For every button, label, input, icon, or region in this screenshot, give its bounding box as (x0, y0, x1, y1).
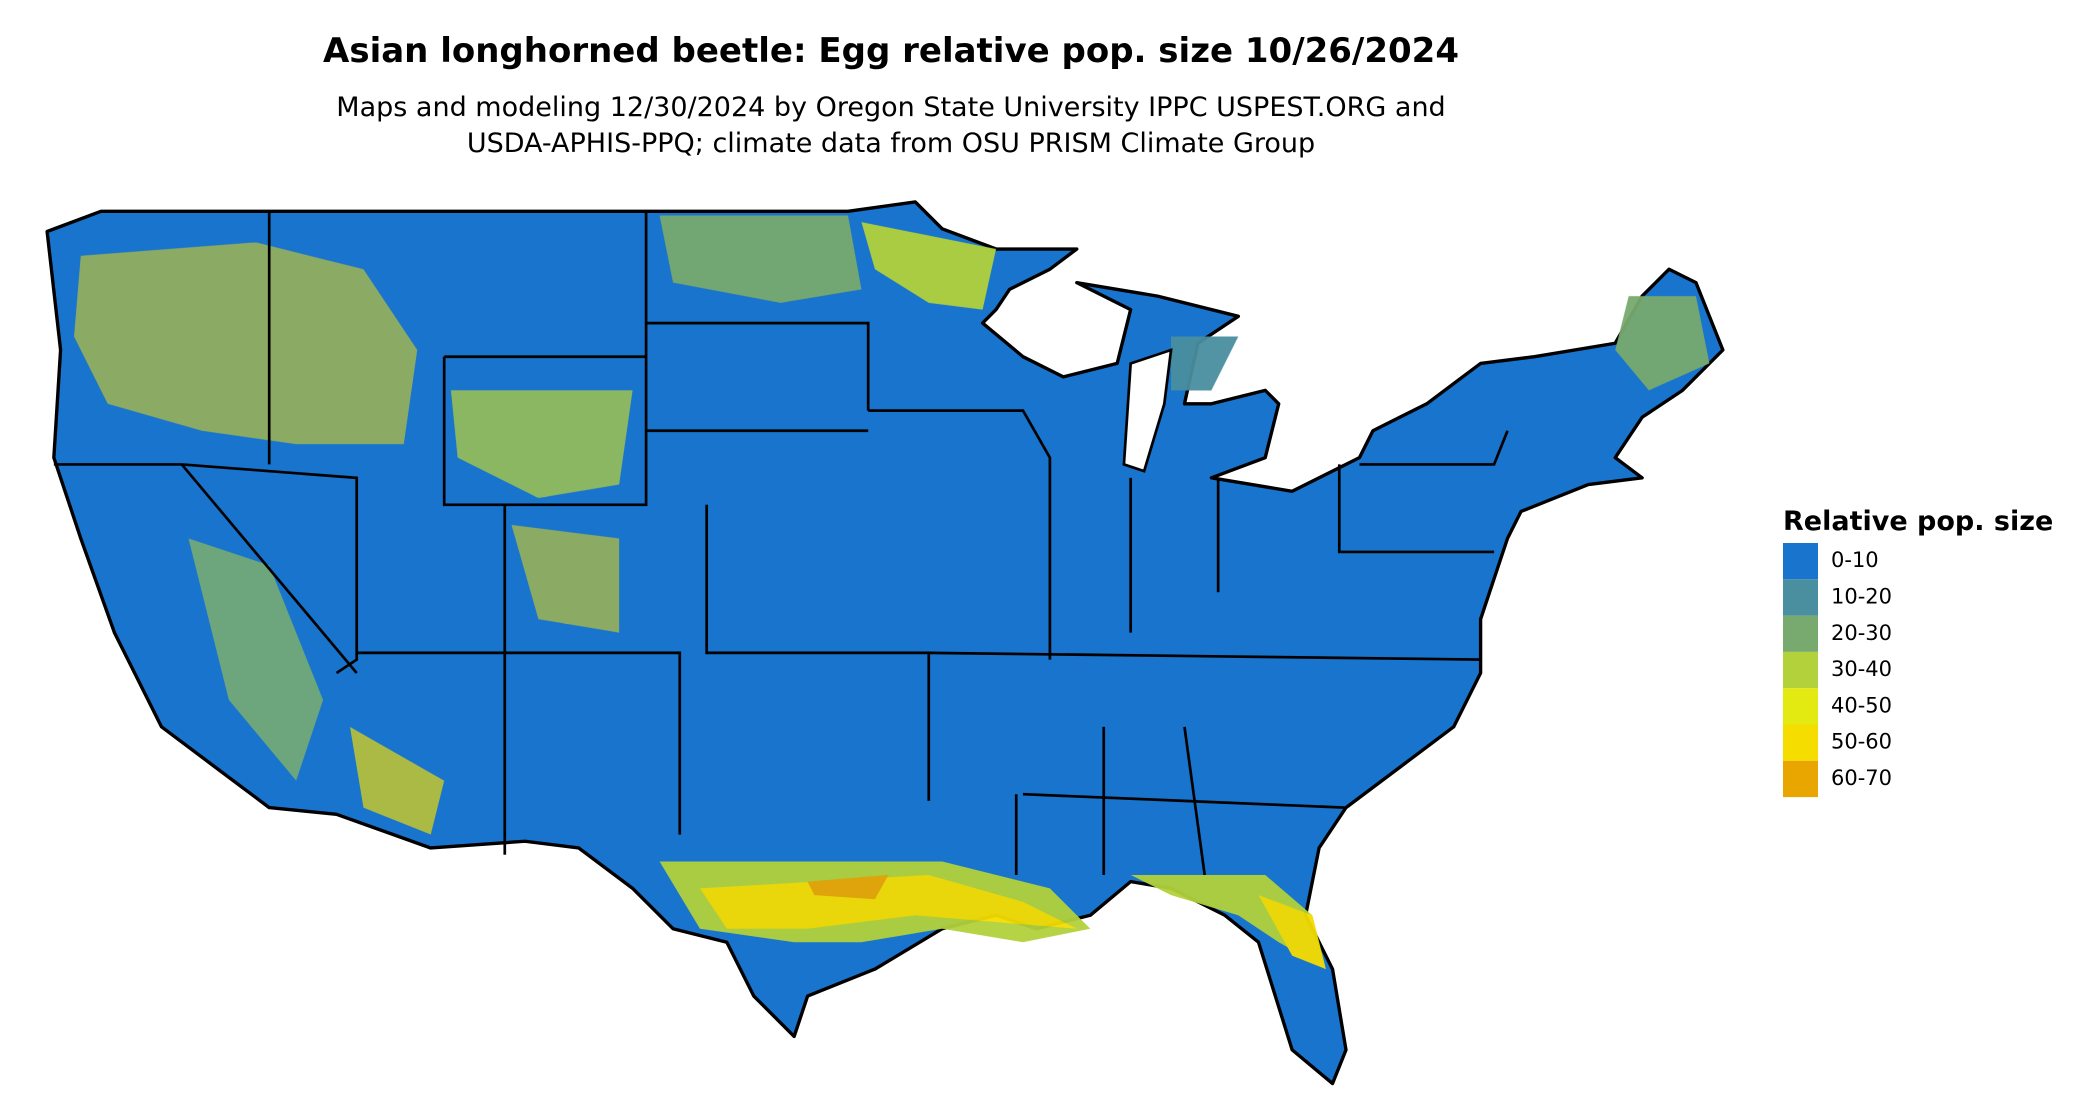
suitability-patches (74, 215, 1710, 970)
legend-swatch (1783, 724, 1818, 761)
map-subtitle: Maps and modeling 12/30/2024 by Oregon S… (336, 92, 1445, 123)
legend-swatch (1783, 760, 1818, 798)
map-subtitle: USDA-APHIS-PPQ; climate data from OSU PR… (467, 128, 1315, 159)
legend-label: 0-10 (1831, 548, 1879, 572)
legend-swatch (1783, 688, 1818, 725)
legend-label: 30-40 (1831, 657, 1892, 681)
legend-swatch (1783, 615, 1818, 652)
legend-label: 10-20 (1831, 584, 1892, 608)
legend-swatch (1783, 651, 1818, 689)
legend-label: 50-60 (1831, 730, 1892, 754)
legend-swatch (1783, 579, 1818, 616)
lake-michigan (1122, 348, 1173, 473)
legend: 0-10 10-20 20-30 30-40 40-50 50-60 60-70 (1783, 543, 1892, 798)
legend-label: 20-30 (1831, 621, 1892, 645)
legend-title: Relative pop. size (1783, 506, 2053, 537)
legend-label: 40-50 (1831, 693, 1892, 717)
legend-label: 60-70 (1831, 766, 1892, 790)
legend-swatch (1783, 543, 1818, 580)
state-borders (53, 211, 1509, 876)
us-map (45, 200, 1725, 1086)
map-title: Asian longhorned beetle: Egg relative po… (323, 31, 1459, 71)
